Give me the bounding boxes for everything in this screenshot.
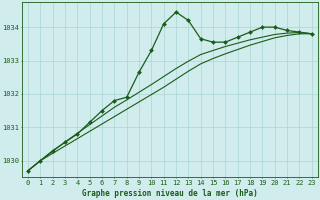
X-axis label: Graphe pression niveau de la mer (hPa): Graphe pression niveau de la mer (hPa) xyxy=(82,189,258,198)
